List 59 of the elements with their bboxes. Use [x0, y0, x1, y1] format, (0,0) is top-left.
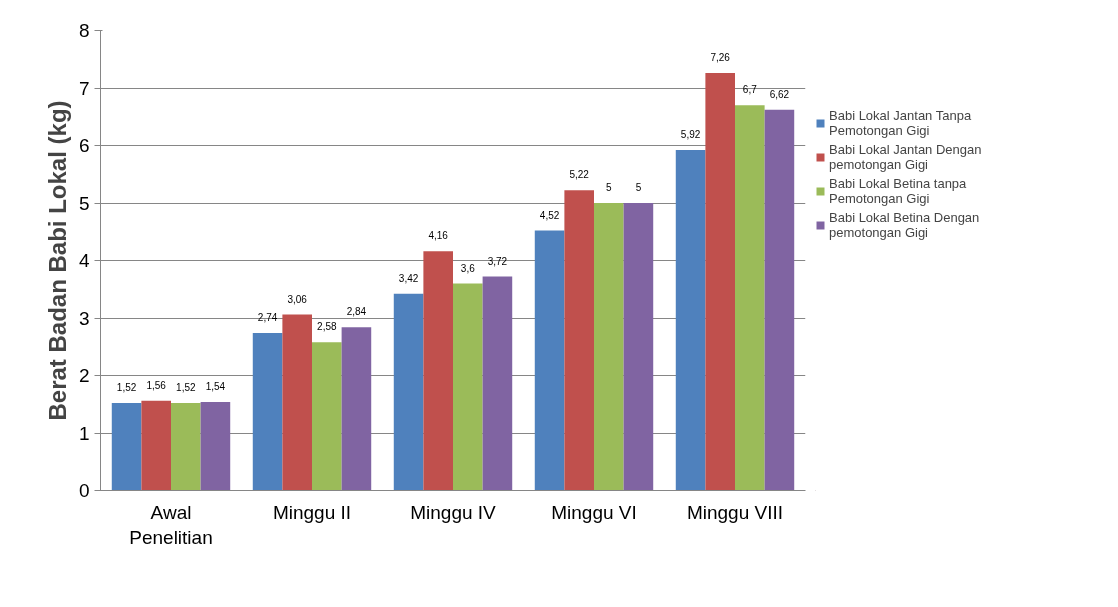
- x-tick-label: Minggu II: [272, 501, 352, 523]
- bar: [171, 403, 201, 491]
- data-label: 1,54: [205, 380, 226, 392]
- y-tick-label: 4: [78, 250, 90, 271]
- legend-label: Babi Lokal Betina tanpa Pemotongan Gigi: [829, 176, 967, 206]
- bar: [675, 150, 706, 491]
- bar: [594, 203, 624, 491]
- bar: [252, 332, 283, 491]
- bar: [423, 251, 453, 491]
- data-label: 5: [635, 182, 642, 193]
- bar: [200, 401, 231, 491]
- data-label: 3,6: [460, 262, 476, 274]
- data-label: 1,52: [176, 382, 196, 394]
- data-label: 2,84: [346, 306, 367, 318]
- legend-label: Babi Lokal Jantan Dengan pemotongan Gigi: [829, 142, 982, 172]
- bar: [705, 73, 735, 491]
- data-label: 2,58: [317, 321, 337, 333]
- y-axis-title: Berat Badan Babi Lokal (kg): [43, 100, 71, 421]
- data-label: 7,26: [710, 52, 731, 64]
- legend-label: Babi Lokal Jantan Tanpa Pemotongan Gigi: [829, 108, 972, 138]
- data-label: 6,62: [769, 88, 790, 100]
- legend-label: Babi Lokal Betina Dengan pemotongan Gigi: [829, 210, 980, 240]
- y-tick-label: 3: [78, 307, 90, 329]
- data-label: 4,16: [428, 230, 449, 242]
- data-label: 1,56: [146, 379, 167, 391]
- data-label: 5,92: [680, 129, 701, 141]
- data-label: 5: [606, 182, 613, 193]
- data-label: 6,7: [742, 84, 758, 96]
- data-label: 3,06: [287, 293, 308, 305]
- y-tick-label: 6: [78, 135, 90, 156]
- y-tick-label: 1: [78, 422, 90, 444]
- bar: [482, 276, 513, 491]
- data-label: 3,42: [398, 272, 419, 284]
- data-label: 3,72: [487, 255, 508, 267]
- bar: [282, 314, 312, 491]
- data-label: 5,22: [569, 169, 590, 181]
- bar: [453, 283, 483, 491]
- bar: [735, 105, 765, 491]
- bar: [111, 403, 142, 491]
- y-tick-label: 0: [78, 480, 90, 501]
- bar: [623, 203, 654, 491]
- bar: [534, 230, 565, 491]
- x-tick-label: Minggu IV: [410, 501, 497, 523]
- y-tick-label: 8: [78, 20, 90, 41]
- x-tick-label: Minggu VIII: [686, 501, 784, 523]
- bar: [393, 293, 424, 491]
- y-tick-label: 2: [78, 365, 90, 386]
- y-tick-label: 5: [78, 192, 90, 214]
- data-label: 2,74: [257, 311, 278, 323]
- x-tick-label: Awal Penelitian: [129, 501, 213, 548]
- bar: [312, 342, 342, 491]
- bar: [341, 327, 372, 491]
- x-tick-label: Minggu VI: [551, 501, 637, 523]
- bar: [764, 109, 795, 491]
- y-tick-label: 7: [78, 77, 90, 99]
- bar: [564, 190, 594, 491]
- data-label: 1,52: [116, 382, 137, 394]
- bar: [141, 400, 171, 491]
- data-label: 4,52: [539, 209, 560, 221]
